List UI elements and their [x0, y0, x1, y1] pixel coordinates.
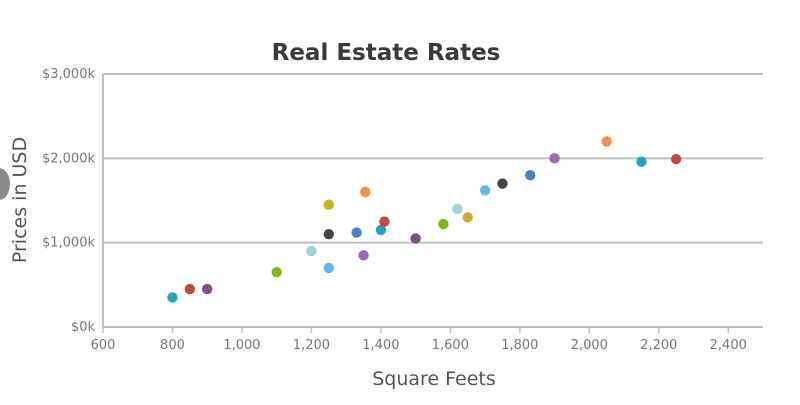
y-tick-label: $3,000k [42, 67, 95, 82]
x-tick-label: 2,000 [571, 338, 608, 353]
chart-title: Real Estate Rates [272, 40, 501, 66]
x-tick-label: 1,800 [501, 338, 538, 353]
x-axis: 600 800 1,000 1,200 1,400 1,600 1,800 2,000 2,20… [91, 326, 763, 353]
data-point [323, 262, 334, 274]
grid-lines [103, 73, 763, 328]
data-point [375, 224, 387, 236]
edge-bubble [0, 168, 10, 200]
data-point [379, 216, 390, 227]
x-tick-label: 1,400 [362, 338, 399, 353]
data-point [497, 178, 508, 189]
data-point [438, 218, 449, 230]
x-tick-label: 2,200 [640, 338, 677, 353]
x-tick-label: 1,000 [223, 338, 260, 353]
data-point [479, 185, 491, 196]
data-point [549, 153, 560, 164]
x-tick-label: 1,200 [293, 338, 330, 353]
data-point [452, 203, 463, 215]
x-tick-label: 1,600 [432, 338, 469, 353]
y-tick-label: $2,000k [42, 151, 95, 166]
data-point [167, 292, 178, 303]
data-point [202, 283, 213, 295]
x-axis-title: Square Feets [372, 368, 496, 390]
data-point [184, 283, 196, 295]
data-point [410, 233, 421, 244]
x-tick-label: 600 [91, 338, 116, 353]
data-point [670, 153, 682, 165]
data-point [525, 170, 536, 181]
data-point [360, 186, 371, 198]
data-point [636, 156, 647, 167]
data-point [462, 212, 473, 223]
data-point [323, 229, 334, 240]
data-points [167, 136, 682, 303]
y-axis: $0k $1,000k $2,000k $3,000k [42, 67, 104, 335]
data-point [358, 250, 369, 261]
x-tick-label: 800 [160, 338, 185, 353]
data-point [351, 227, 362, 238]
data-point [601, 136, 612, 147]
data-point [323, 199, 334, 210]
x-tick-label: 2,400 [710, 338, 747, 353]
y-axis-title: Prices in USD [9, 137, 31, 263]
y-tick-label: $0k [71, 320, 96, 335]
y-tick-label: $1,000k [42, 236, 95, 251]
data-point [271, 266, 282, 278]
data-point [306, 245, 317, 257]
